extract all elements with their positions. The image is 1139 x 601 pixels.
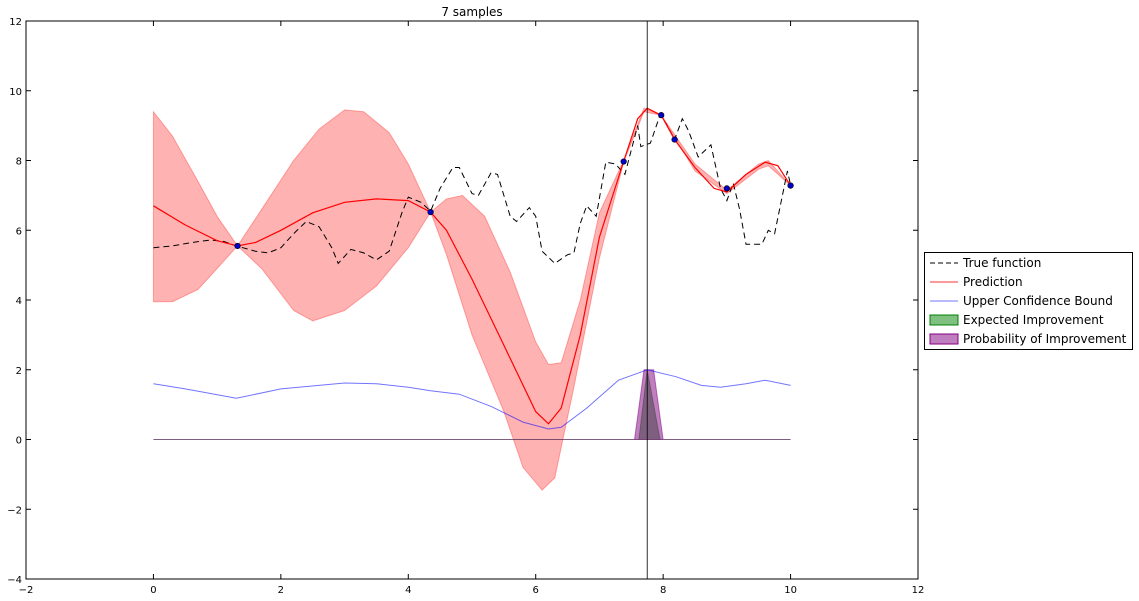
x-tick-label: −2 xyxy=(19,585,34,596)
confidence-band xyxy=(152,107,791,491)
y-tick-label: 2 xyxy=(16,366,22,377)
ucb-line xyxy=(153,369,791,430)
chart-title: 7 samples xyxy=(441,5,502,19)
y-tick-label: 8 xyxy=(16,157,22,168)
y-tick-label: 12 xyxy=(9,17,22,28)
y-tick-label: 6 xyxy=(16,226,22,237)
legend: True function Prediction Upper Confidence … xyxy=(924,252,1133,350)
y-tick-label: 10 xyxy=(9,87,22,98)
sample-point xyxy=(787,182,794,189)
x-tick-label: 4 xyxy=(405,585,411,596)
x-tick-label: 10 xyxy=(784,585,797,596)
legend-box xyxy=(924,252,1133,350)
sample-point xyxy=(671,136,678,143)
y-tick-label: 0 xyxy=(16,436,22,447)
legend-label: Expected Improvement xyxy=(963,313,1104,327)
sample-point xyxy=(723,185,730,192)
legend-label: Prediction xyxy=(963,275,1023,289)
legend-swatch xyxy=(929,333,959,345)
probability-of-improvement-area xyxy=(153,369,791,440)
x-tick-label: 8 xyxy=(660,585,666,596)
x-tick-label: 12 xyxy=(912,585,925,596)
sample-point xyxy=(658,112,665,119)
y-tick-label: −4 xyxy=(7,575,22,586)
true-function-line xyxy=(153,114,792,265)
legend-label: Upper Confidence Bound xyxy=(963,294,1113,308)
sample-point xyxy=(234,242,241,250)
legend-label: True function xyxy=(962,256,1041,270)
prediction-line xyxy=(153,107,792,425)
expected-improvement-area xyxy=(153,369,791,440)
x-tick-label: 2 xyxy=(278,585,284,596)
sample-point xyxy=(620,158,627,165)
x-tick-label: 6 xyxy=(533,585,539,596)
legend-swatch xyxy=(929,314,959,326)
sample-point xyxy=(427,209,434,216)
x-tick-label: 0 xyxy=(150,585,156,596)
y-tick-label: −2 xyxy=(7,505,22,516)
y-tick-label: 4 xyxy=(16,296,22,307)
legend-label: Probability of Improvement xyxy=(963,332,1127,346)
